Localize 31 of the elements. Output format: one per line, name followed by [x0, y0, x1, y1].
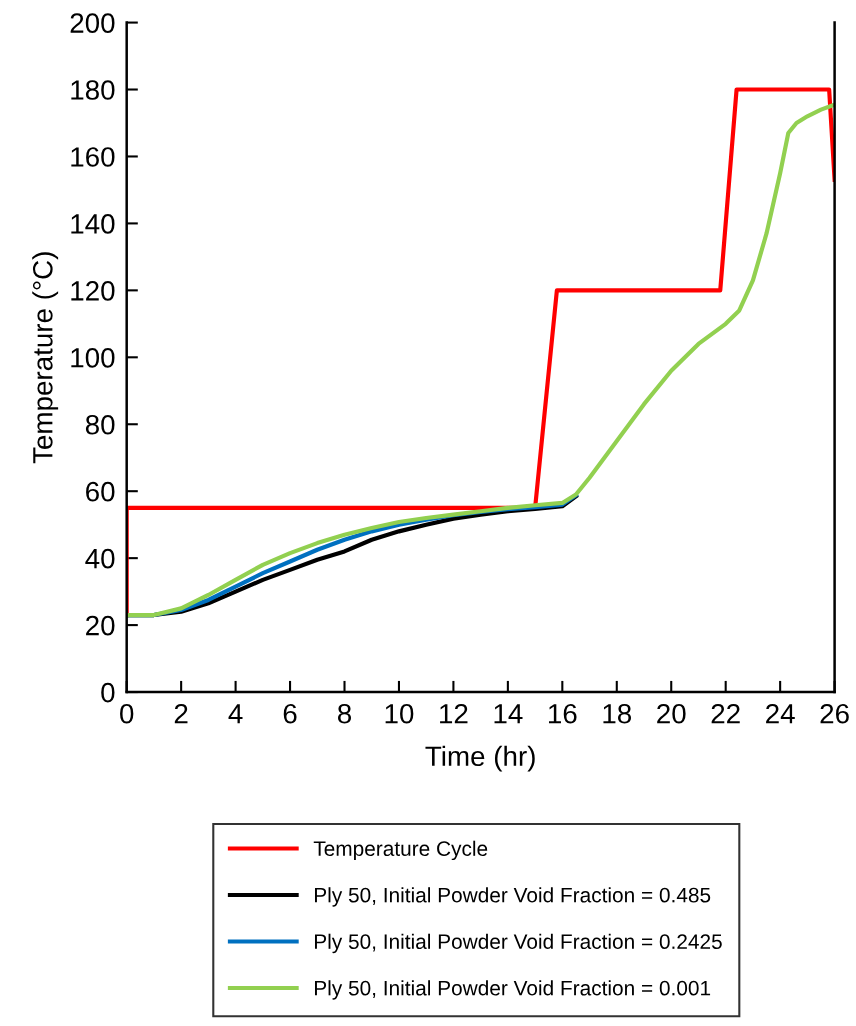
legend-label: Ply 50, Initial Powder Void Fraction = 0.2425: [315, 933, 722, 954]
x-tick-label: 22: [711, 703, 740, 724]
y-tick-label: 60: [86, 481, 115, 502]
y-tick-label: 100: [71, 347, 115, 368]
x-tick-label: 12: [440, 703, 468, 724]
x-tick-label: 14: [494, 704, 523, 724]
y-tick-label: 0: [101, 682, 115, 703]
x-axis-title: Time (hr): [425, 745, 535, 772]
y-tick-label: 40: [85, 548, 115, 569]
y-tick-label: 80: [85, 414, 115, 435]
legend-label: Ply 50, Initial Powder Void Fraction = 0.001: [315, 980, 711, 1000]
y-tick-label: 200: [70, 13, 115, 33]
y-tick-label: 120: [71, 281, 115, 301]
x-tick-label: 26: [820, 703, 849, 724]
x-tick-label: 24: [766, 703, 795, 724]
y-tick-label: 20: [86, 615, 115, 636]
y-tick-label: 140: [71, 214, 115, 234]
y-axis-title: Temperature (°C): [32, 252, 59, 464]
legend-label: Temperature Cycle: [313, 840, 488, 861]
x-tick-label: 18: [603, 703, 632, 724]
x-tick-label: 8: [337, 703, 352, 724]
y-tick-label: 180: [71, 80, 115, 100]
x-tick-label: 2: [174, 703, 188, 724]
x-tick-label: 20: [657, 703, 686, 724]
y-tick-label: 160: [71, 147, 115, 167]
x-tick-label: 0: [120, 703, 134, 724]
x-tick-label: 10: [385, 703, 414, 724]
x-tick-label: 16: [549, 703, 577, 724]
x-tick-label: 6: [283, 703, 297, 724]
x-tick-label: 4: [228, 704, 243, 724]
legend-label: Ply 50, Initial Powder Void Fraction = 0.485: [315, 887, 711, 907]
